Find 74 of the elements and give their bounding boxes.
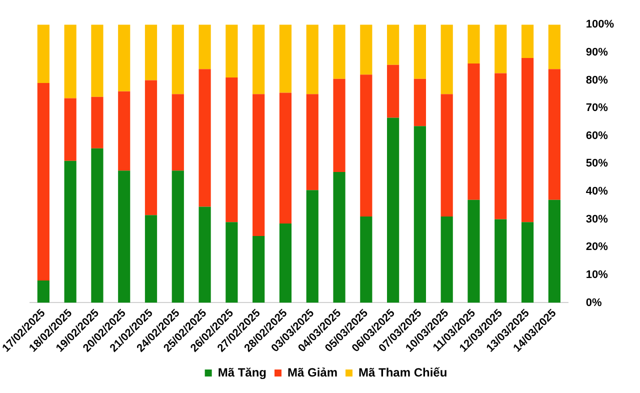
bar <box>333 172 346 303</box>
bar <box>387 64 400 118</box>
bar <box>279 92 292 224</box>
bar <box>521 58 534 222</box>
legend-label: Mã Tham Chiếu <box>358 365 448 380</box>
bar <box>226 222 238 303</box>
bar <box>91 148 104 303</box>
y-tick-label: 60% <box>586 130 608 142</box>
legend-label: Mã Giảm <box>287 365 338 380</box>
bar <box>306 190 318 303</box>
bar <box>37 24 50 84</box>
bar <box>144 24 158 80</box>
bar <box>468 64 480 200</box>
bar <box>198 69 211 207</box>
bar <box>64 98 76 161</box>
y-tick-label: 80% <box>586 74 608 86</box>
bar <box>360 216 372 303</box>
bar <box>172 24 184 94</box>
bar <box>144 215 158 303</box>
bar <box>387 118 400 303</box>
legend-label: Mã Tăng <box>218 365 266 380</box>
y-tick-label: 100% <box>586 18 614 31</box>
bar <box>118 24 130 92</box>
bar <box>252 24 265 94</box>
bar <box>333 78 346 172</box>
bar <box>494 219 507 303</box>
bar <box>198 206 211 303</box>
y-tick-label: 40% <box>586 186 608 198</box>
bar <box>91 24 104 97</box>
bar <box>172 170 184 303</box>
bar <box>440 24 453 94</box>
bar <box>144 80 158 216</box>
bar <box>414 126 426 303</box>
bar <box>306 24 318 94</box>
y-tick-label: 30% <box>586 213 608 226</box>
bar <box>118 170 130 303</box>
bar <box>118 91 130 171</box>
bar <box>279 24 292 93</box>
bar <box>360 24 372 75</box>
bar <box>172 94 184 171</box>
y-tick-label: 10% <box>586 268 608 281</box>
bar <box>548 69 560 200</box>
bar <box>548 200 560 303</box>
bar <box>521 222 534 303</box>
y-tick-label: 70% <box>586 102 608 114</box>
bar <box>64 160 76 303</box>
bar <box>440 216 453 303</box>
bar <box>37 280 50 303</box>
bar <box>468 24 480 64</box>
bar <box>226 77 238 222</box>
bar <box>548 24 560 70</box>
y-tick-label: 50% <box>586 158 608 170</box>
bar <box>91 96 104 148</box>
bar <box>387 24 400 65</box>
bar <box>226 24 238 78</box>
bar <box>252 236 265 303</box>
bar <box>252 94 265 236</box>
bar <box>333 24 346 79</box>
bar <box>37 83 50 280</box>
bar <box>360 74 372 217</box>
bar <box>414 78 426 126</box>
y-tick-label: 0% <box>586 296 602 309</box>
bar <box>198 24 211 70</box>
bar <box>440 94 453 217</box>
bar <box>306 94 318 190</box>
bar <box>494 24 507 74</box>
bar <box>494 73 507 220</box>
bar <box>414 24 426 79</box>
y-tick-label: 90% <box>586 46 608 58</box>
y-tick-label: 20% <box>586 241 608 254</box>
bar <box>468 200 480 303</box>
bar <box>521 24 534 58</box>
bar <box>64 24 76 98</box>
bar <box>279 223 292 303</box>
